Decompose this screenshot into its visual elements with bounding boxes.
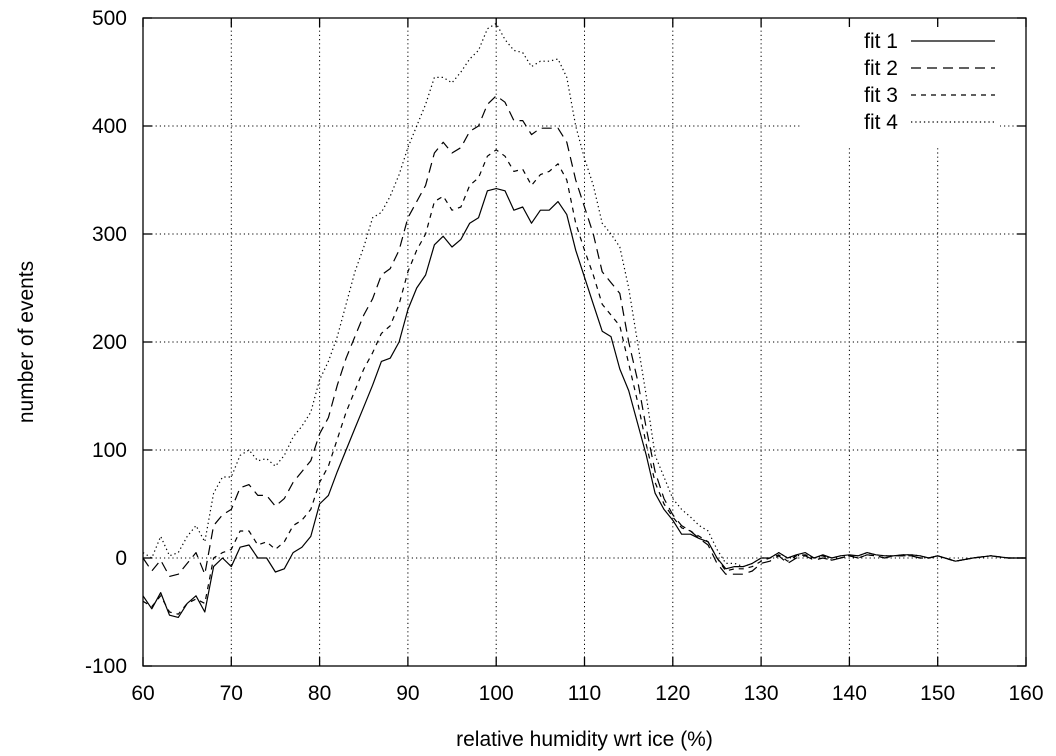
legend-label-4: fit 4 [864,111,898,134]
legend-label-3: fit 3 [864,84,898,107]
x-tick-label: 150 [920,682,955,705]
y-tick-label: 400 [92,115,127,138]
x-tick-label: 130 [744,682,779,705]
y-tick-label: 300 [92,223,127,246]
y-tick-label: 200 [92,331,127,354]
series-line-1 [142,188,1026,618]
series-line-3 [142,149,1026,615]
axis-ticks [142,17,1027,667]
x-tick-label: 60 [131,682,154,705]
series-lines [142,22,1026,618]
x-tick-label: 80 [308,682,331,705]
x-tick-label: 90 [396,682,419,705]
y-tick-label: 0 [115,547,127,570]
x-tick-label: 70 [220,682,243,705]
x-tick-label: 120 [655,682,690,705]
x-tick-label: 100 [479,682,514,705]
tick-labels: 60 70 80 90 100 110 120 130 140 150 160 -100 0 100 200… [85,7,1044,705]
legend-label-2: fit 2 [864,57,898,80]
x-axis-label: relative humidity wrt ice (%) [456,728,713,751]
y-tick-label: 500 [92,7,127,30]
legend: fit 1 fit 2 fit 3 fit 4 [864,30,995,134]
legend-label-1: fit 1 [864,30,898,53]
legend-background [800,26,1000,146]
series-line-2 [142,95,1026,577]
y-tick-label: -100 [85,655,127,678]
y-axis-label: number of events [15,261,38,423]
series-line-4 [142,22,1026,568]
y-tick-label: 100 [92,439,127,462]
x-tick-label: 140 [832,682,867,705]
x-tick-label: 160 [1008,682,1043,705]
x-tick-label: 110 [568,682,601,705]
